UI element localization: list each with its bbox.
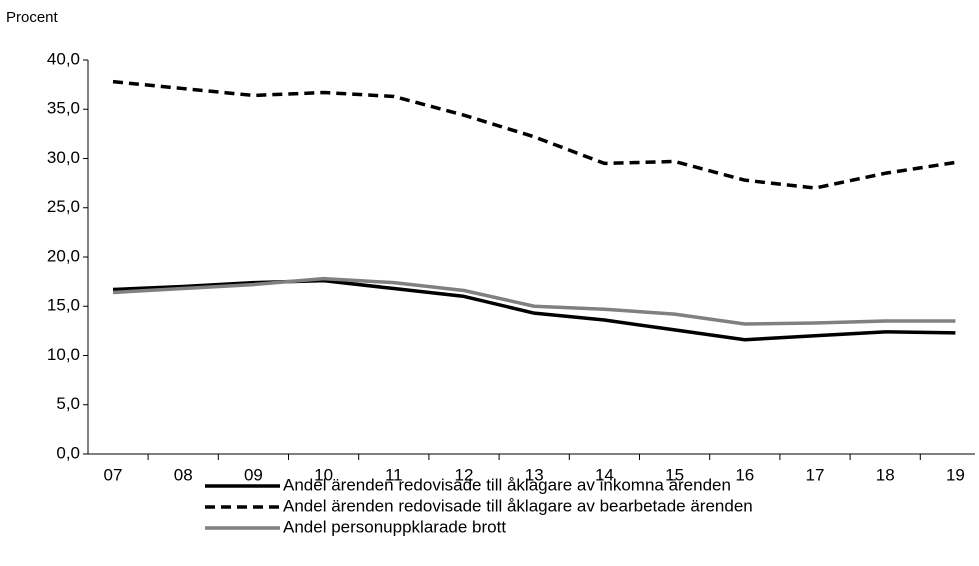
y-tick-label: 15,0 bbox=[47, 296, 80, 315]
x-tick-label: 08 bbox=[174, 465, 193, 484]
series-line bbox=[112, 278, 956, 342]
x-tick-label: 11 bbox=[385, 465, 403, 484]
x-tick-label: 17 bbox=[806, 465, 825, 484]
y-tick-label: 10,0 bbox=[47, 345, 80, 364]
y-tick-label: 30,0 bbox=[47, 148, 80, 167]
x-tick-label: 18 bbox=[876, 465, 895, 484]
y-tick-label: 40,0 bbox=[47, 49, 80, 68]
y-tick-label: 35,0 bbox=[47, 99, 80, 118]
series-line bbox=[112, 276, 956, 326]
x-tick-label: 14 bbox=[595, 465, 614, 484]
x-tick-label: 12 bbox=[455, 465, 474, 484]
x-tick-label: 13 bbox=[525, 465, 544, 484]
series-line bbox=[112, 79, 956, 190]
y-tick-label: 5,0 bbox=[56, 394, 80, 413]
y-axis-label: Procent bbox=[6, 9, 59, 26]
y-tick-label: 20,0 bbox=[47, 246, 80, 265]
x-tick-label: 19 bbox=[946, 465, 965, 484]
x-tick-label: 10 bbox=[314, 465, 333, 484]
x-tick-label: 15 bbox=[665, 465, 684, 484]
y-tick-label: 25,0 bbox=[47, 197, 80, 216]
x-tick-label: 09 bbox=[244, 465, 263, 484]
legend-label: Andel personuppklarade brott bbox=[283, 517, 506, 536]
legend-label: Andel ärenden redovisade till åklagare a… bbox=[283, 496, 753, 515]
y-tick-label: 0,0 bbox=[56, 443, 80, 462]
x-tick-label: 16 bbox=[735, 465, 754, 484]
x-tick-label: 07 bbox=[104, 465, 123, 484]
legend-label: Andel ärenden redovisade till åklagare a… bbox=[283, 475, 731, 494]
